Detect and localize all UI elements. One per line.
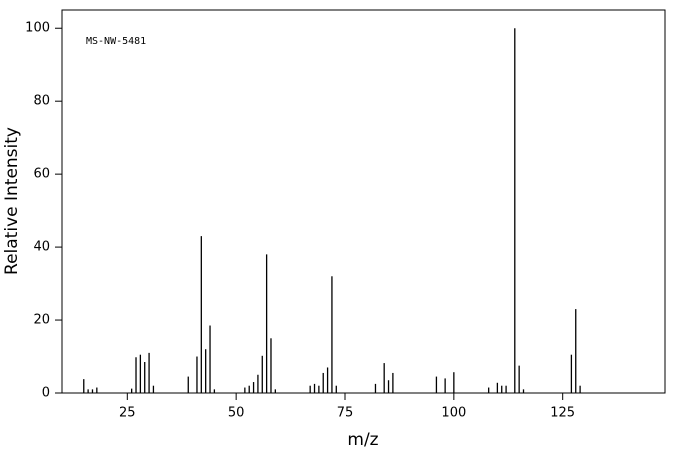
x-tick-label: 100 — [441, 406, 466, 421]
annotation: MS-NW-5481 — [86, 36, 146, 47]
y-tick-label: 0 — [42, 386, 50, 401]
y-axis-title: Relative Intensity — [2, 127, 22, 275]
x-tick-label: 125 — [550, 406, 575, 421]
x-tick-label: 50 — [228, 406, 245, 421]
y-tick-label: 100 — [25, 21, 50, 36]
y-tick-label: 40 — [33, 240, 50, 255]
y-tick-label: 20 — [33, 313, 50, 328]
plot-frame — [61, 9, 666, 394]
x-axis-title: m/z — [347, 430, 378, 450]
x-tick-label: 25 — [119, 406, 136, 421]
y-tick-label: 60 — [33, 167, 50, 182]
x-tick-label: 75 — [337, 406, 354, 421]
y-tick-label: 80 — [33, 94, 50, 109]
